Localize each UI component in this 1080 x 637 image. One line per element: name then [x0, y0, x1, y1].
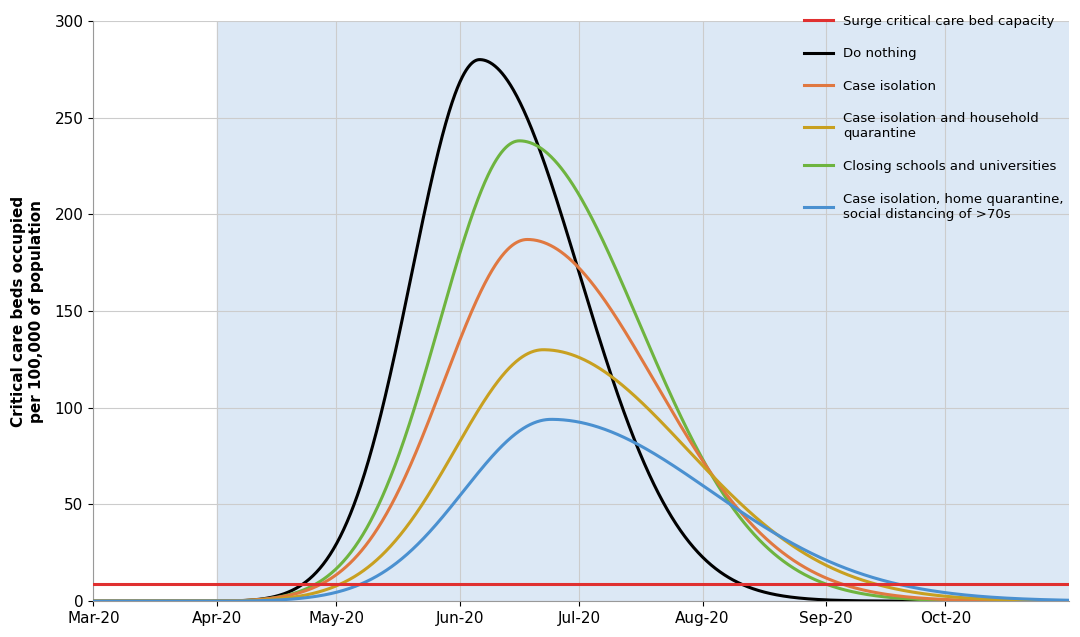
Legend: Surge critical care bed capacity, , Do nothing, , Case isolation, , Case isolati: Surge critical care bed capacity, , Do n…	[798, 10, 1069, 226]
Bar	[217, 21, 1069, 601]
Y-axis label: Critical care beds occupied
per 100,000 of population: Critical care beds occupied per 100,000 …	[11, 196, 43, 427]
